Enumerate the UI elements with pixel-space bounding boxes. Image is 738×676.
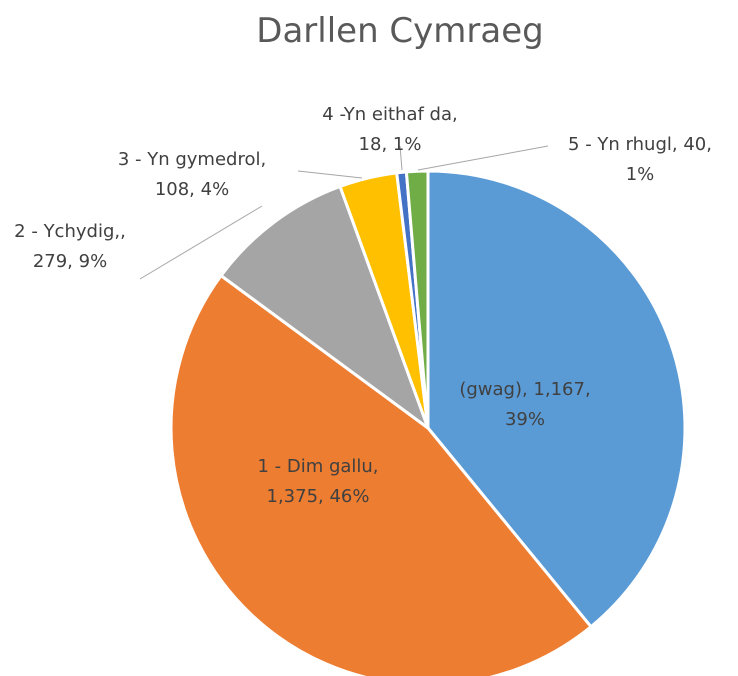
leader-line-gymedrol (297, 170, 363, 179)
pie-slice-rhugl (404, 169, 430, 430)
data-label-line: 2 - Ychydig,, (14, 221, 126, 242)
data-label-line: 279, 9% (33, 251, 107, 272)
pie-slice-dim (169, 274, 593, 676)
data-label-line: 1% (626, 164, 655, 185)
data-labels: (gwag), 1,167, 39% 1 - Dim gallu, 1,375, 46… (14, 104, 712, 507)
pie-slice-ychydig (219, 185, 430, 430)
leader-lines (139, 145, 549, 280)
data-label-line: 1,375, 46% (267, 486, 370, 507)
leader-line-eithaf (399, 145, 403, 171)
data-label-line: 39% (505, 409, 545, 430)
data-label-dim: 1 - Dim gallu, 1,375, 46% (257, 456, 378, 507)
data-label-line: 3 - Yn gymedrol, (118, 149, 266, 170)
data-label-line: 5 - Yn rhugl, 40, (568, 134, 712, 155)
data-label-gwag: (gwag), 1,167, 39% (459, 379, 590, 430)
data-label-eithaf: 4 -Yn eithaf da, 18, 1% (322, 104, 457, 155)
data-label-ychydig: 2 - Ychydig,, 279, 9% (14, 221, 126, 272)
data-label-line: 4 -Yn eithaf da, (322, 104, 457, 125)
pie-slices (169, 169, 687, 676)
leader-line-ychydig (139, 205, 263, 280)
data-label-line: 108, 4% (155, 179, 229, 200)
data-label-line: 1 - Dim gallu, (257, 456, 378, 477)
leader-line-rhugl (417, 145, 549, 171)
chart-title: Darllen Cymraeg (256, 11, 543, 51)
data-label-rhugl: 5 - Yn rhugl, 40, 1% (568, 134, 712, 185)
data-label-line: 18, 1% (359, 134, 422, 155)
pie-slice-gwag (426, 169, 687, 629)
data-label-gymedrol: 3 - Yn gymedrol, 108, 4% (118, 149, 266, 200)
data-label-line: (gwag), 1,167, (459, 379, 590, 400)
